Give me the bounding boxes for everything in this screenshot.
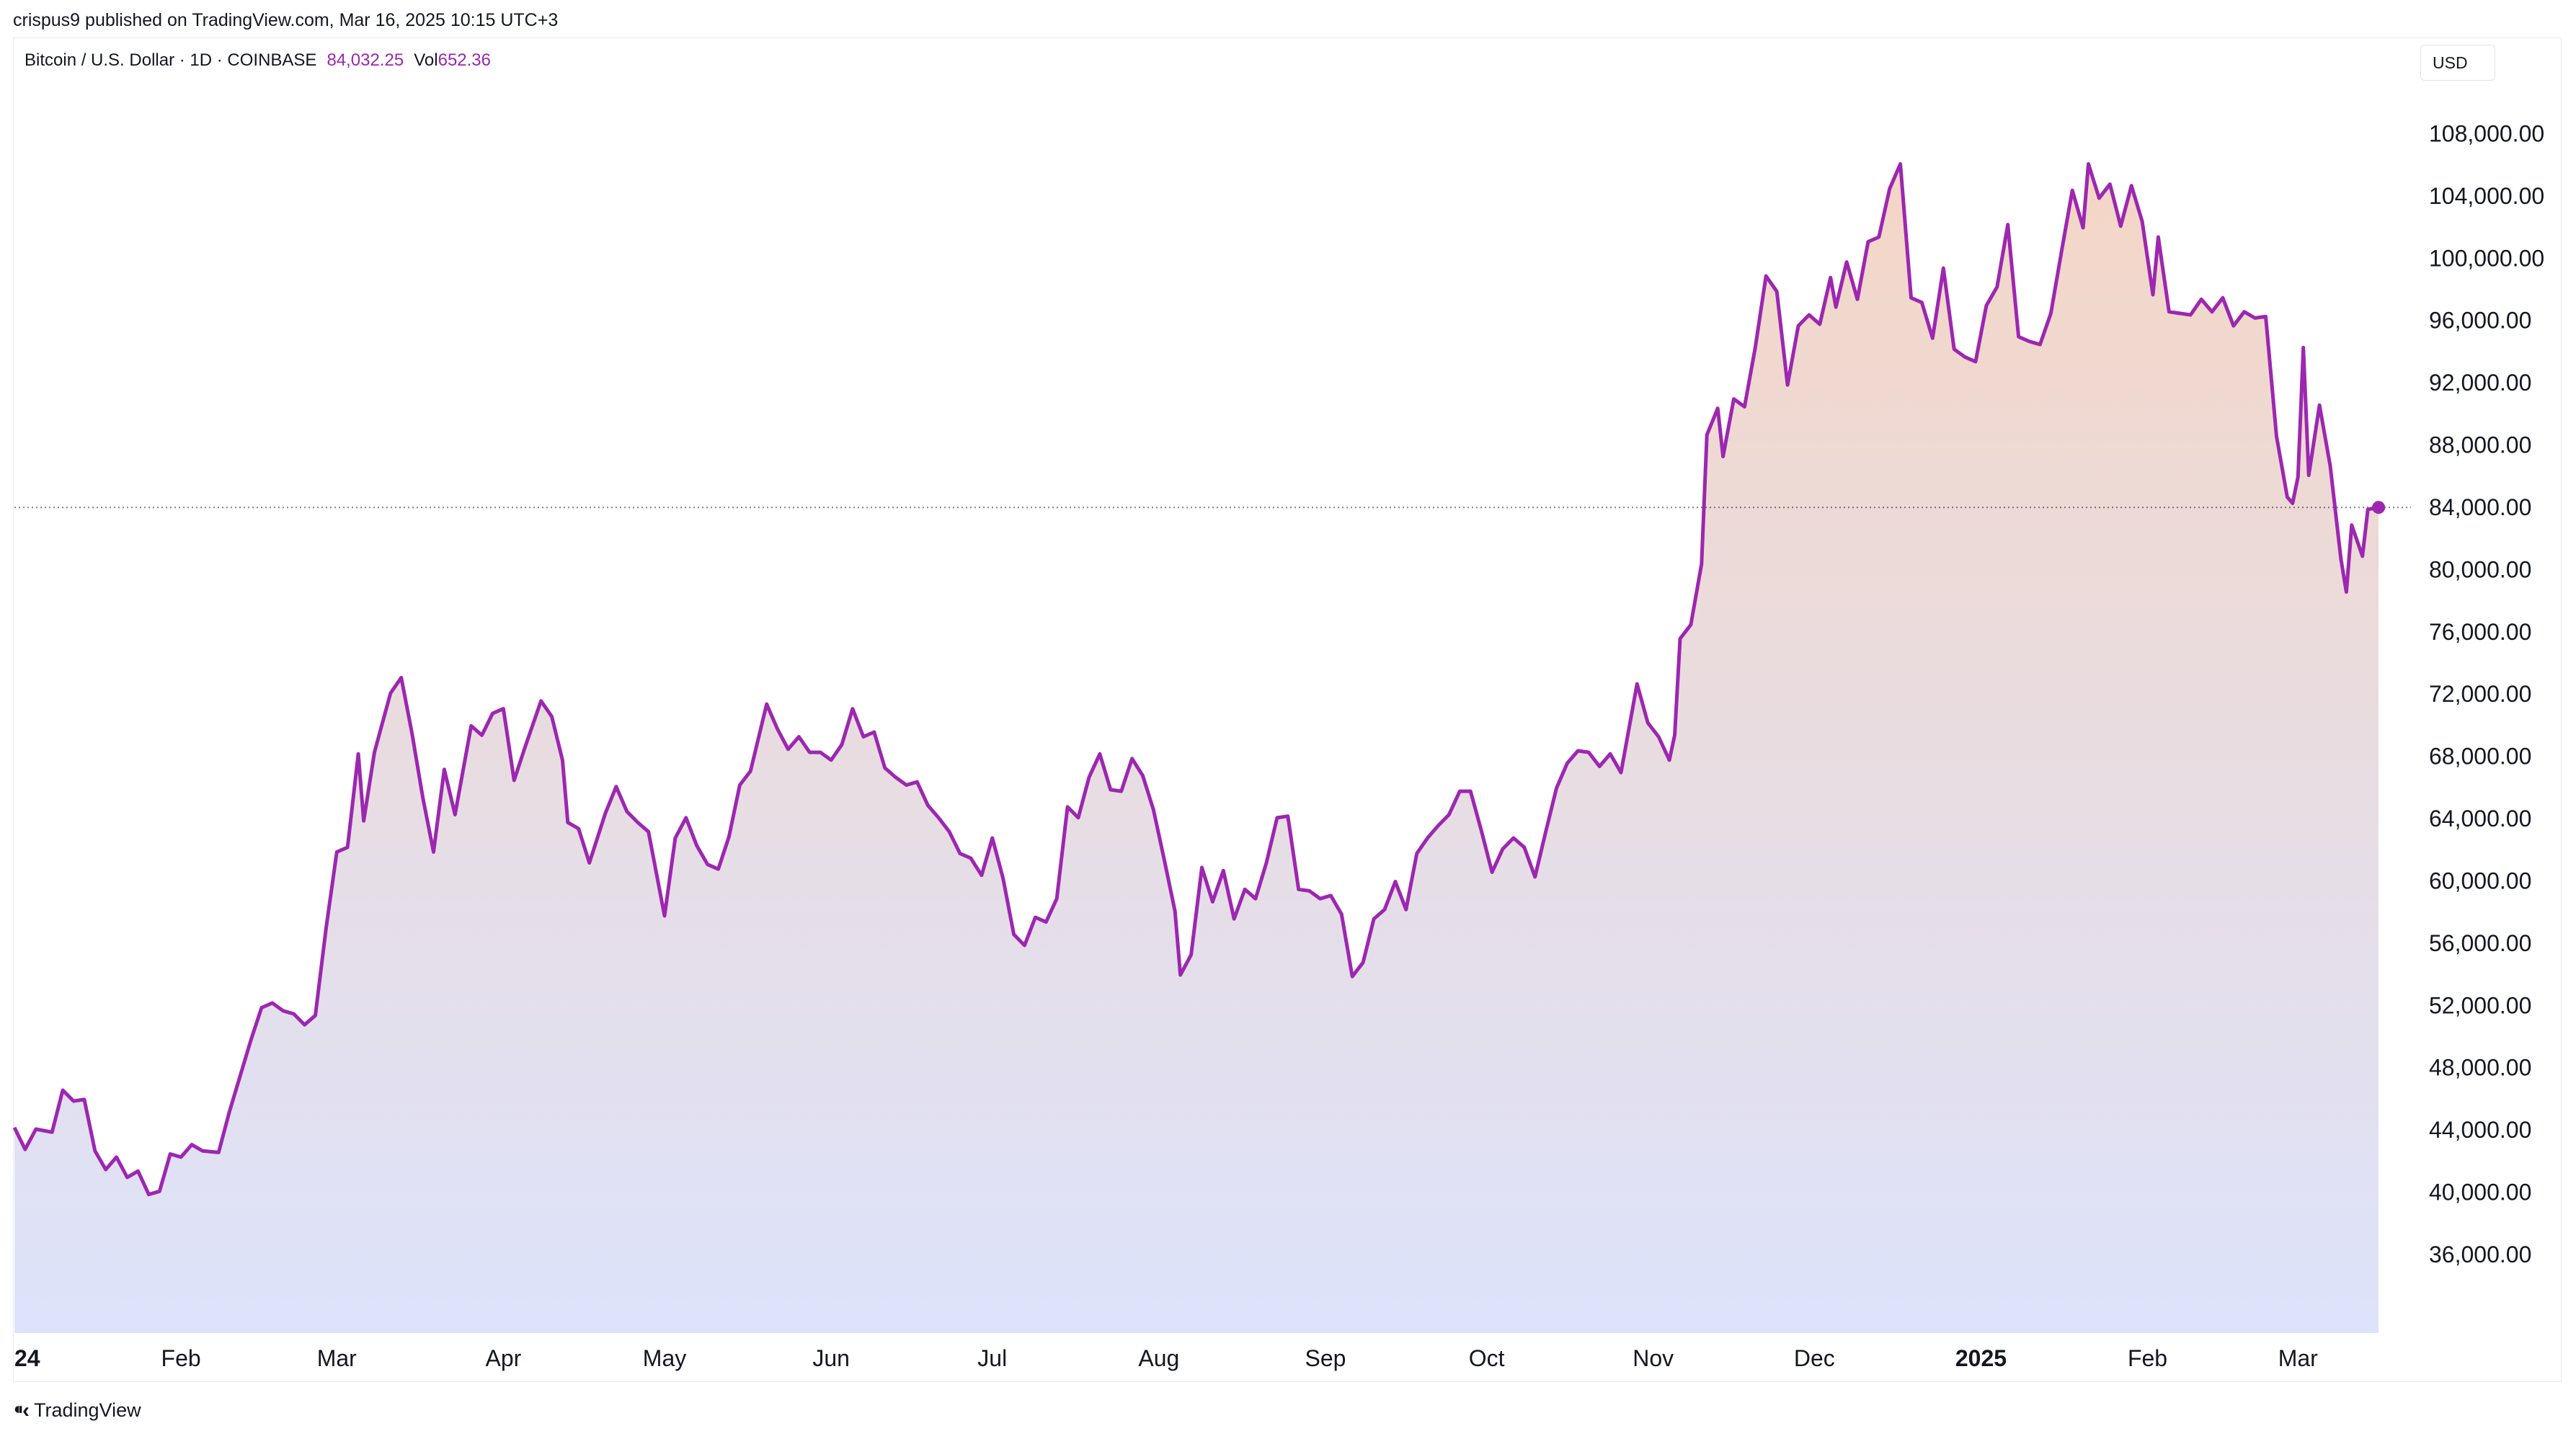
x-tick-label: Feb	[161, 1345, 201, 1371]
y-tick-label: 88,000.00	[2429, 432, 2531, 458]
x-axis[interactable]: 24 Feb Mar Apr May Jun Jul Aug Sep Oct Nov Dec 2025 F…	[14, 1345, 2318, 1371]
x-tick-label: Jun	[812, 1345, 850, 1371]
x-tick-label: Dec	[1794, 1345, 1835, 1371]
last-price-value: 84,032.25	[327, 50, 404, 70]
y-tick-label: 44,000.00	[2429, 1117, 2531, 1143]
x-tick-label: Aug	[1138, 1345, 1179, 1371]
tradingview-logo-icon: ⁌‹	[13, 1399, 30, 1422]
y-tick-label: 76,000.00	[2429, 619, 2531, 645]
y-tick-label: 96,000.00	[2429, 308, 2531, 334]
x-tick-label: May	[643, 1345, 686, 1371]
last-price-marker	[2372, 501, 2386, 514]
y-tick-label: 36,000.00	[2429, 1241, 2531, 1267]
y-axis[interactable]: 108,000.00 104,000.00 100,000.00 96,000.00 9…	[2429, 120, 2544, 1267]
x-tick-label: Nov	[1633, 1345, 1674, 1371]
y-tick-label: 84,000.00	[2429, 494, 2531, 520]
y-tick-label: 72,000.00	[2429, 681, 2531, 707]
x-tick-label: Mar	[2278, 1345, 2318, 1371]
x-tick-label: Oct	[1469, 1345, 1505, 1371]
chart-frame	[13, 37, 2562, 1382]
y-tick-label: 40,000.00	[2429, 1180, 2531, 1205]
x-tick-label: Feb	[2128, 1345, 2167, 1371]
x-tick-label: Jul	[977, 1345, 1007, 1371]
y-tick-label: 56,000.00	[2429, 930, 2531, 956]
brand-name: TradingView	[34, 1399, 141, 1421]
y-tick-label: 100,000.00	[2429, 245, 2544, 271]
y-tick-label: 92,000.00	[2429, 370, 2531, 396]
symbol-legend: Bitcoin / U.S. Dollar · 1D · COINBASE 84…	[25, 50, 491, 71]
currency-button[interactable]: USD	[2420, 45, 2495, 81]
x-tick-label: 2025	[1955, 1345, 2007, 1371]
y-tick-label: 60,000.00	[2429, 868, 2531, 893]
y-tick-label: 104,000.00	[2429, 183, 2544, 209]
price-area-fill	[14, 164, 2379, 1333]
publisher-caption: crispus9 published on TradingView.com, M…	[13, 10, 559, 30]
symbol-title[interactable]: Bitcoin / U.S. Dollar · 1D · COINBASE	[25, 50, 317, 70]
x-tick-label: 24	[14, 1345, 40, 1371]
volume-value: 652.36	[438, 50, 491, 70]
x-tick-label: Mar	[317, 1345, 357, 1371]
x-tick-label: Apr	[485, 1345, 521, 1371]
volume-label: Vol	[414, 50, 438, 70]
y-tick-label: 108,000.00	[2429, 120, 2544, 146]
y-tick-label: 68,000.00	[2429, 744, 2531, 770]
y-tick-label: 48,000.00	[2429, 1055, 2531, 1081]
x-tick-label: Sep	[1305, 1345, 1346, 1371]
tradingview-logo[interactable]: ⁌‹ TradingView	[13, 1398, 141, 1423]
y-tick-label: 80,000.00	[2429, 556, 2531, 582]
y-tick-label: 64,000.00	[2429, 806, 2531, 832]
y-tick-label: 52,000.00	[2429, 992, 2531, 1018]
price-line	[12, 162, 2379, 1197]
